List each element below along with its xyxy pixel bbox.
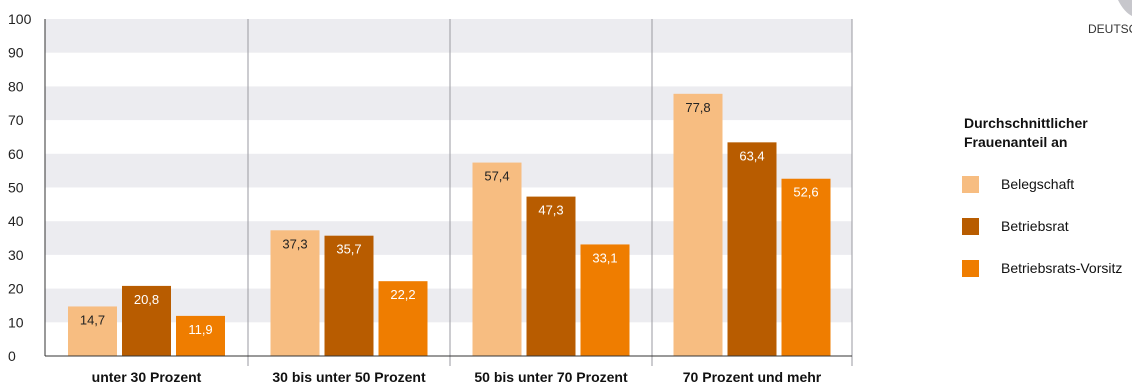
value-label: 47,3 xyxy=(538,203,563,218)
value-label: 14,7 xyxy=(80,312,105,327)
bars xyxy=(68,93,831,357)
grid-band xyxy=(45,86,852,121)
bar-belegschaft xyxy=(270,230,320,356)
y-tick-label: 50 xyxy=(8,180,24,196)
value-label: 22,2 xyxy=(390,287,415,302)
y-tick-label: 0 xyxy=(8,348,16,364)
legend-label: Betriebsrat xyxy=(1001,218,1069,234)
x-category-label: 50 bis unter 70 Prozent xyxy=(474,369,628,385)
legend-title-line2: Frauenanteil an xyxy=(964,134,1067,150)
corner-text: DEUTSC xyxy=(1088,22,1132,36)
legend-swatch xyxy=(962,218,979,235)
y-tick-label: 10 xyxy=(8,314,24,330)
y-tick-label: 40 xyxy=(8,213,24,229)
bar-betriebsrats-vorsitz xyxy=(378,281,428,356)
bar-betriebsrat xyxy=(526,196,576,356)
bar-betriebsrat xyxy=(727,142,777,356)
y-tick-label: 80 xyxy=(8,78,24,94)
y-tick-label: 70 xyxy=(8,112,24,128)
x-category-label: 30 bis unter 50 Prozent xyxy=(272,369,426,385)
bar-betriebsrat xyxy=(122,285,171,356)
bar-betriebsrat xyxy=(324,235,374,356)
y-axis-ticks: 0 10 20 30 40 50 60 70 80 90 100 xyxy=(8,11,32,364)
y-tick-label: 100 xyxy=(8,11,32,27)
bar-betriebsrats-vorsitz xyxy=(781,178,831,356)
logo-shape-icon xyxy=(1118,0,1132,16)
x-category-label: unter 30 Prozent xyxy=(92,369,202,385)
legend-swatch xyxy=(962,176,979,193)
value-label: 20,8 xyxy=(134,292,159,307)
bar-belegschaft xyxy=(68,306,117,356)
bar-betriebsrats-vorsitz xyxy=(176,315,225,356)
x-category-label: 70 Prozent und mehr xyxy=(683,369,822,385)
bar-belegschaft xyxy=(472,162,522,356)
value-label: 63,4 xyxy=(739,148,764,163)
legend-label: Betriebsrats-Vorsitz xyxy=(1001,260,1122,276)
value-label: 77,8 xyxy=(685,100,710,115)
grid-band xyxy=(45,19,852,53)
value-label: 11,9 xyxy=(188,322,212,337)
y-tick-label: 60 xyxy=(8,146,24,162)
value-label: 52,6 xyxy=(793,185,818,200)
bar-belegschaft xyxy=(673,93,723,357)
y-tick-label: 90 xyxy=(8,45,24,61)
x-axis: unter 30 Prozent 30 bis unter 50 Prozent 5… xyxy=(45,355,852,385)
legend-swatch xyxy=(962,260,979,277)
corner-logo: DEUTSC xyxy=(1088,0,1132,36)
bar-betriebsrats-vorsitz xyxy=(580,244,630,356)
value-label: 33,1 xyxy=(592,250,617,265)
y-tick-label: 20 xyxy=(8,281,24,297)
value-labels: 14,7 20,8 11,9 37,3 35,7 22,2 57,4 47,3 33,1 77,8… xyxy=(80,100,819,337)
group-dividers xyxy=(44,19,853,366)
value-label: 37,3 xyxy=(282,236,307,251)
value-label: 35,7 xyxy=(336,242,361,257)
value-label: 57,4 xyxy=(484,169,509,184)
legend: Durchschnittlicher Frauenanteil an Beleg… xyxy=(962,115,1122,277)
y-tick-label: 30 xyxy=(8,247,24,263)
legend-title-line1: Durchschnittlicher xyxy=(964,115,1088,131)
legend-label: Belegschaft xyxy=(1001,176,1074,192)
